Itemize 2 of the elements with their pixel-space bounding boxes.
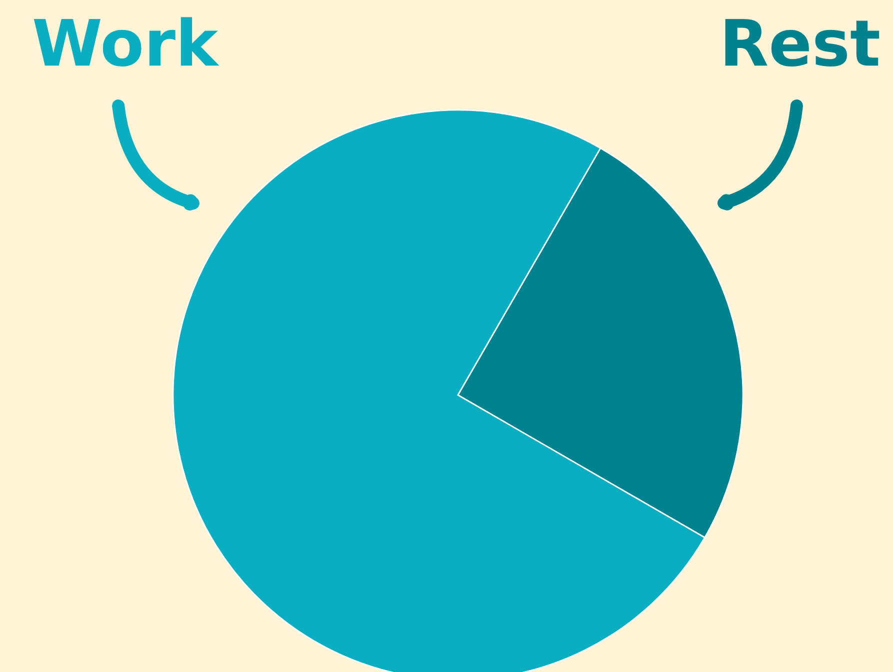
slice-label: Work <box>34 17 220 67</box>
slice-label: Rest <box>725 19 880 67</box>
